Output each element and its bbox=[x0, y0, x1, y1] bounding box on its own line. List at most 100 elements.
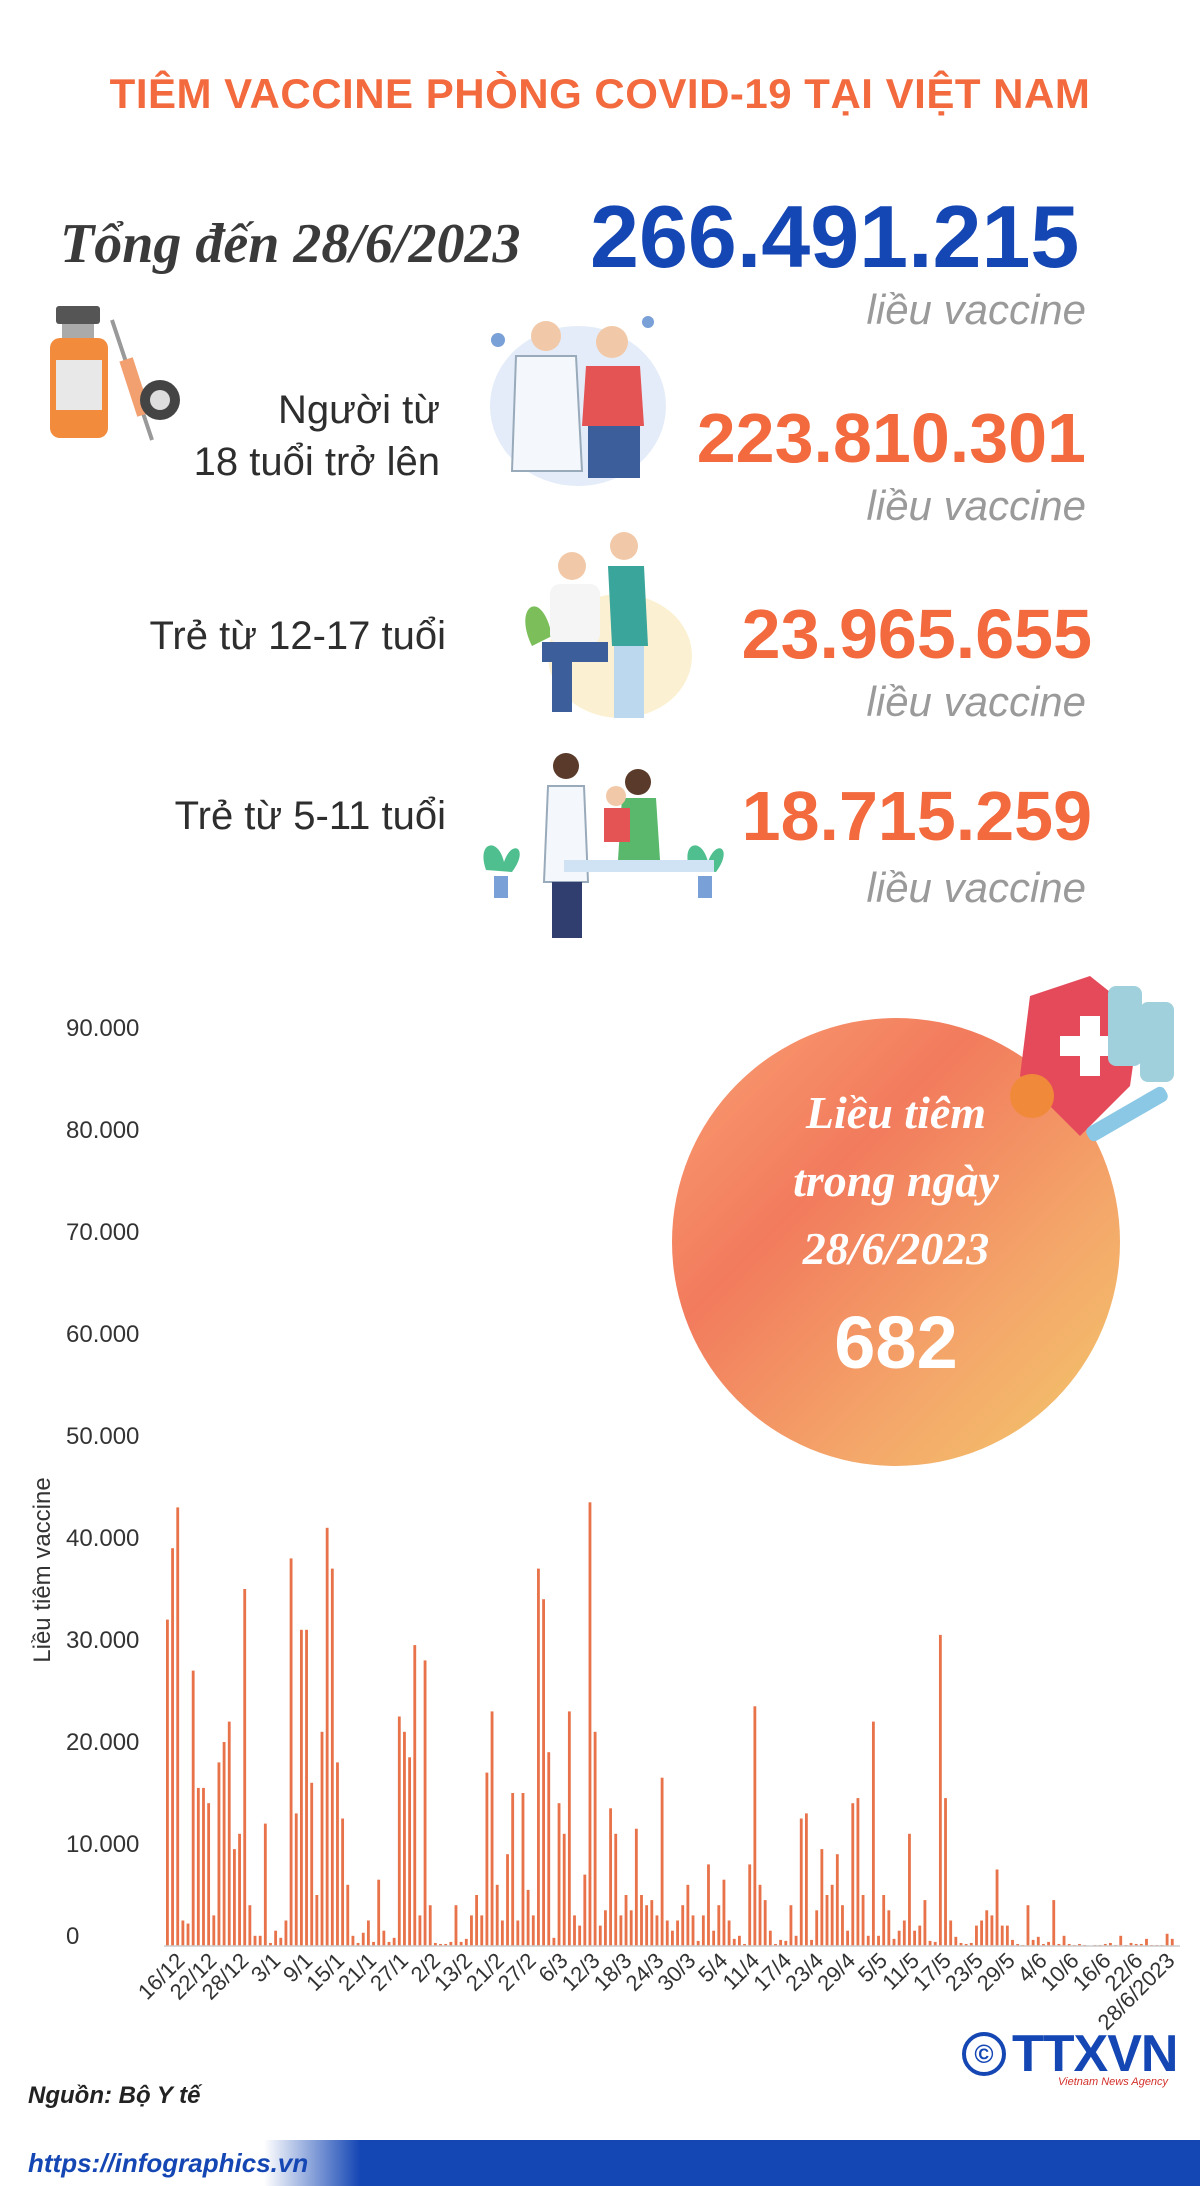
footer-url[interactable]: https://infographics.vn bbox=[28, 2148, 309, 2178]
chart-bar bbox=[403, 1731, 406, 1946]
chart-bar bbox=[207, 1803, 211, 1946]
chart-bar bbox=[748, 1864, 752, 1946]
teen-vaccination-icon bbox=[525, 532, 692, 718]
chart-bar bbox=[866, 1935, 870, 1946]
chart-bar bbox=[691, 1915, 695, 1946]
chart-bar bbox=[366, 1920, 370, 1946]
logo-subtitle: Vietnam News Agency bbox=[1058, 2076, 1169, 2088]
y-tick-label: 10.000 bbox=[66, 1831, 139, 1858]
chart-bar bbox=[1047, 1941, 1050, 1946]
daily-doses-chart: 0 10.000 20.000 30.000 40.000 50.000 60.000 70.… bbox=[29, 1015, 1180, 2035]
group-teen-unit: liều vaccine bbox=[866, 678, 1086, 725]
y-tick-label: 40.000 bbox=[66, 1525, 139, 1552]
chart-bar bbox=[640, 1895, 643, 1946]
chart-bar bbox=[918, 1925, 922, 1946]
chart-bar bbox=[408, 1757, 412, 1946]
chart-bar bbox=[789, 1905, 793, 1946]
chart-bar bbox=[732, 1938, 736, 1946]
chart-bar bbox=[995, 1869, 999, 1946]
chart-bar bbox=[439, 1943, 442, 1946]
logo-text: TTXVN bbox=[1012, 2025, 1178, 2083]
chart-bar bbox=[933, 1941, 937, 1946]
chart-bar bbox=[794, 1935, 798, 1946]
y-tick-label: 0 bbox=[66, 1923, 79, 1950]
chart-bar bbox=[604, 1910, 607, 1946]
chart-bar bbox=[768, 1930, 772, 1946]
chart-bar bbox=[1119, 1935, 1123, 1946]
chart-bar bbox=[428, 1905, 432, 1946]
chart-bar bbox=[315, 1895, 319, 1946]
chart-bar bbox=[846, 1930, 850, 1946]
chart-bar bbox=[377, 1879, 381, 1946]
chart-bar bbox=[619, 1915, 623, 1946]
chart-bar bbox=[310, 1782, 314, 1946]
group-teen-label: Trẻ từ 12-17 tuổi bbox=[149, 614, 446, 658]
chart-bar bbox=[567, 1711, 571, 1946]
chart-bar bbox=[753, 1706, 757, 1946]
chart-bar bbox=[490, 1711, 494, 1946]
chart-bar bbox=[634, 1828, 638, 1946]
chart-bar bbox=[181, 1920, 185, 1946]
chart-bar bbox=[279, 1937, 283, 1946]
chart-bar bbox=[397, 1716, 401, 1946]
chart-bar bbox=[629, 1910, 633, 1946]
chart-bar bbox=[985, 1910, 989, 1946]
chart-bar bbox=[871, 1721, 875, 1946]
daily-label-line2: trong ngày bbox=[793, 1155, 999, 1206]
chart-bar bbox=[392, 1937, 396, 1946]
chart-bar bbox=[346, 1884, 350, 1946]
chart-bar bbox=[459, 1941, 463, 1946]
chart-bar bbox=[660, 1777, 664, 1946]
chart-bar bbox=[562, 1833, 566, 1946]
chart-bar bbox=[547, 1752, 551, 1946]
chart-bar bbox=[717, 1905, 721, 1946]
chart-bar bbox=[645, 1905, 649, 1946]
chart-bar bbox=[500, 1920, 504, 1946]
ttxvn-logo: TTXVN Vietnam News Agency bbox=[1012, 2024, 1178, 2088]
chart-bar bbox=[1062, 1935, 1066, 1946]
group-teen-value: 23.965.655 bbox=[741, 595, 1092, 673]
chart-bar bbox=[573, 1915, 576, 1946]
chart-bar bbox=[480, 1915, 484, 1946]
chart-bar bbox=[1057, 1943, 1061, 1946]
chart-bar bbox=[944, 1798, 947, 1946]
chart-bar bbox=[325, 1527, 329, 1946]
group-child-label: Trẻ từ 5-11 tuổi bbox=[174, 794, 446, 838]
chart-bar bbox=[583, 1874, 587, 1946]
x-tick-label: 30/3 bbox=[653, 1948, 701, 1996]
chart-bar bbox=[1145, 1938, 1148, 1946]
chart-bar bbox=[655, 1915, 659, 1946]
chart-bar bbox=[222, 1742, 226, 1946]
chart-bar bbox=[238, 1833, 241, 1946]
chart-bar bbox=[825, 1895, 829, 1946]
chart-bar bbox=[1052, 1900, 1056, 1946]
chart-bar bbox=[949, 1920, 953, 1946]
chart-bar bbox=[712, 1930, 716, 1946]
chart-bar bbox=[506, 1854, 509, 1946]
chart-bar bbox=[856, 1798, 860, 1946]
chart-bar bbox=[707, 1864, 710, 1946]
chart-bar bbox=[887, 1910, 891, 1946]
y-tick-label: 70.000 bbox=[66, 1219, 139, 1246]
chart-bar bbox=[537, 1568, 540, 1946]
chart-bar bbox=[305, 1629, 308, 1946]
chart-bar bbox=[774, 1943, 777, 1946]
chart-bar bbox=[737, 1935, 741, 1946]
group-child-unit: liều vaccine bbox=[866, 864, 1086, 911]
chart-bar bbox=[341, 1818, 345, 1946]
chart-bar bbox=[897, 1930, 901, 1946]
chart-bar bbox=[1011, 1939, 1014, 1946]
chart-bar bbox=[830, 1884, 834, 1946]
chart-bar bbox=[578, 1925, 582, 1946]
chart-bar bbox=[526, 1889, 530, 1946]
chart-bar bbox=[1000, 1925, 1004, 1946]
chart-bar bbox=[686, 1884, 690, 1946]
y-tick-label: 80.000 bbox=[66, 1117, 139, 1144]
chart-bar bbox=[294, 1813, 298, 1946]
chart-bar bbox=[804, 1813, 808, 1946]
source-note: Nguồn: Bộ Y tế bbox=[28, 2082, 201, 2109]
chart-bar bbox=[248, 1905, 252, 1946]
chart-bar bbox=[1067, 1943, 1071, 1946]
chart-bar bbox=[557, 1803, 561, 1946]
chart-bar bbox=[593, 1731, 597, 1946]
